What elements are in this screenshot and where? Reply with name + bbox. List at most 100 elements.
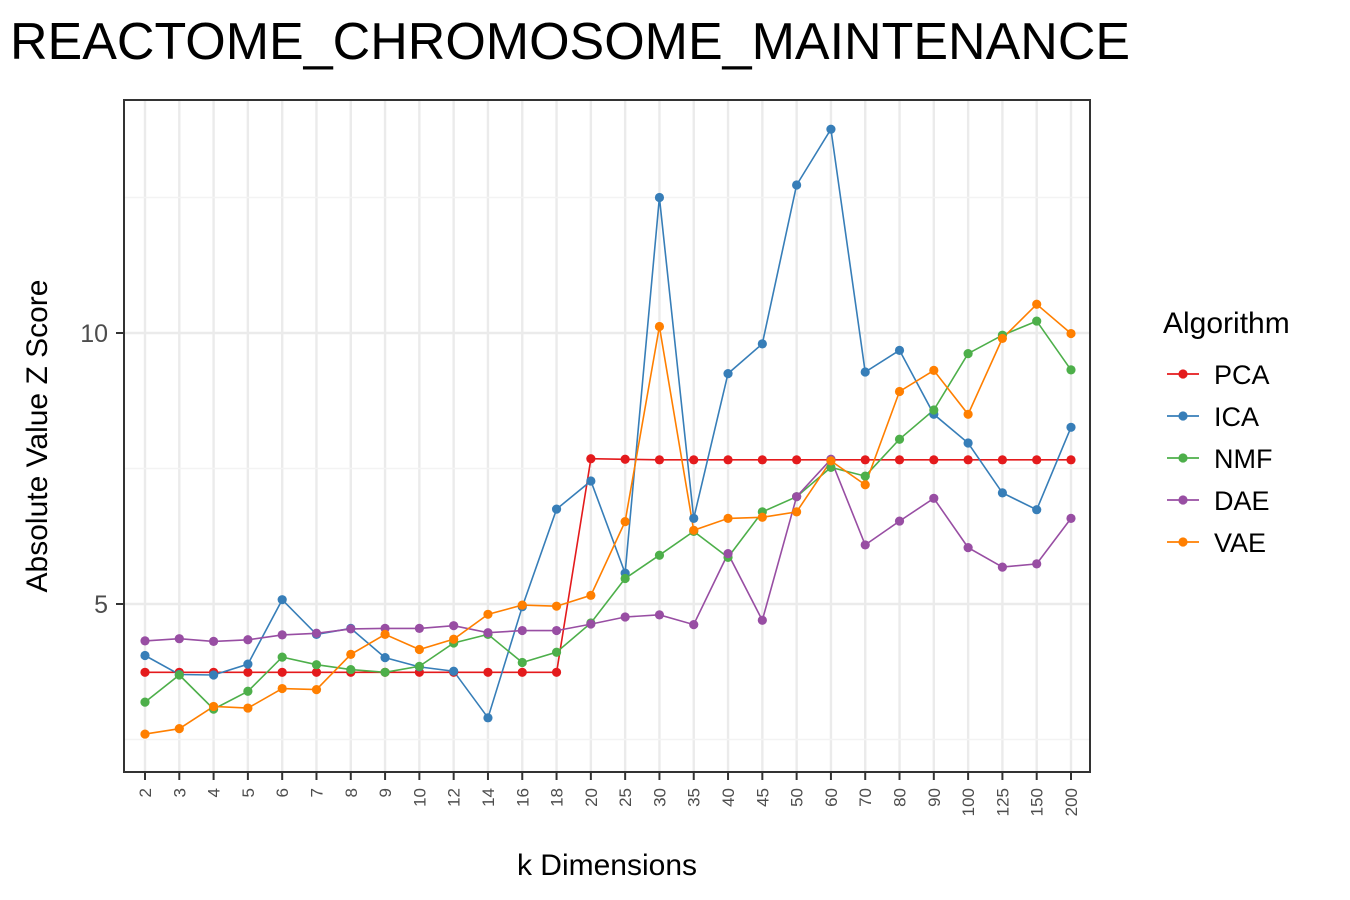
data-point-vae [380, 629, 390, 639]
data-point-dae [449, 621, 459, 631]
x-tick-label: 150 [1028, 788, 1047, 816]
data-point-nmf [826, 462, 836, 473]
chart-title: REACTOME_CHROMOSOME_MAINTENANCE [10, 13, 1131, 71]
data-point-pca [277, 667, 287, 677]
data-point-ica [757, 339, 767, 349]
data-point-dae [311, 628, 322, 638]
series-lines [144, 126, 1072, 735]
legend-label-ica: ICA [1214, 402, 1259, 432]
data-point-ica [449, 666, 459, 676]
data-point-nmf [414, 661, 424, 671]
data-point-dae [860, 540, 870, 550]
data-point-pca [757, 455, 767, 465]
data-point-vae [414, 644, 424, 655]
x-tick-label: 7 [307, 788, 326, 797]
data-point-ica [723, 369, 733, 379]
data-point-ica [860, 367, 870, 377]
data-point-vae [174, 724, 184, 734]
data-point-vae [757, 512, 767, 522]
data-point-dae [243, 635, 253, 645]
data-point-dae [792, 492, 802, 502]
x-tick-label: 50 [788, 788, 807, 807]
data-point-vae [929, 365, 939, 375]
x-tick-label: 2 [136, 788, 155, 797]
data-point-ica [654, 192, 665, 203]
data-point-dae [551, 625, 562, 636]
data-point-ica [380, 653, 390, 663]
x-tick-label: 20 [582, 788, 601, 807]
data-point-dae [208, 636, 219, 646]
x-tick-label: 18 [548, 788, 567, 807]
x-tick-label: 70 [856, 788, 875, 807]
data-point-pca [1032, 455, 1042, 465]
legend-key-point [1178, 495, 1188, 505]
x-tick-label: 100 [959, 788, 978, 816]
data-point-dae [140, 636, 150, 646]
x-tick-label: 6 [273, 788, 292, 797]
y-tick-label: 5 [94, 591, 108, 619]
data-point-vae [689, 525, 699, 535]
data-point-nmf [174, 670, 184, 680]
data-point-dae [997, 562, 1008, 572]
legend: Algorithm PCA ICA NMF DAE VAE [1163, 307, 1290, 558]
data-point-dae [346, 624, 356, 634]
data-point-nmf [654, 550, 665, 560]
data-point-vae [1032, 299, 1042, 309]
data-point-nmf [277, 652, 287, 662]
data-point-pca [586, 454, 596, 464]
data-point-nmf [929, 405, 939, 415]
x-tick-label: 200 [1062, 788, 1081, 816]
data-point-dae [174, 634, 184, 644]
data-point-dae [757, 615, 767, 625]
data-point-ica [551, 504, 562, 514]
data-point-ica [1066, 422, 1076, 432]
data-point-ica [243, 659, 253, 669]
data-point-dae [654, 610, 665, 620]
data-point-dae [1066, 513, 1076, 523]
data-point-ica [483, 713, 493, 723]
data-point-vae [311, 685, 322, 695]
data-point-vae [860, 480, 870, 490]
legend-label-pca: PCA [1214, 360, 1270, 390]
data-point-vae [483, 609, 493, 619]
data-point-vae [963, 409, 973, 419]
data-point-nmf [517, 657, 527, 668]
data-point-pca [483, 667, 493, 677]
x-tick-label: 90 [925, 788, 944, 807]
data-point-nmf [243, 686, 253, 696]
data-point-vae [208, 701, 219, 712]
legend-key-point [1178, 537, 1188, 547]
data-point-dae [586, 619, 596, 629]
series-line-ica [144, 126, 1072, 720]
data-point-pca [311, 667, 322, 677]
series-line-dae [144, 457, 1072, 643]
y-axis-title: Absolute Value Z Score [21, 280, 54, 593]
data-point-ica [826, 124, 836, 134]
data-point-pca [723, 455, 733, 465]
data-point-ica [1032, 505, 1042, 515]
data-point-pca [997, 455, 1008, 465]
data-point-dae [483, 628, 493, 638]
legend-key-point [1178, 411, 1188, 421]
data-point-vae [551, 601, 562, 611]
data-point-nmf [860, 471, 870, 481]
data-point-pca [689, 455, 699, 465]
data-point-vae [826, 456, 836, 466]
x-tick-label: 30 [650, 788, 669, 807]
legend-label-dae: DAE [1214, 486, 1270, 516]
data-point-dae [277, 630, 287, 640]
x-tick-label: 12 [445, 788, 464, 807]
data-point-vae [517, 600, 527, 610]
data-point-nmf [620, 573, 630, 584]
x-tick-label: 45 [753, 788, 772, 807]
series-line-vae [144, 303, 1072, 735]
data-point-pca [894, 455, 905, 465]
data-point-ica [963, 438, 973, 448]
data-point-nmf [311, 660, 322, 670]
data-point-vae [277, 683, 287, 694]
data-point-vae [586, 590, 596, 600]
data-point-nmf [140, 697, 150, 707]
data-point-ica [277, 595, 287, 605]
